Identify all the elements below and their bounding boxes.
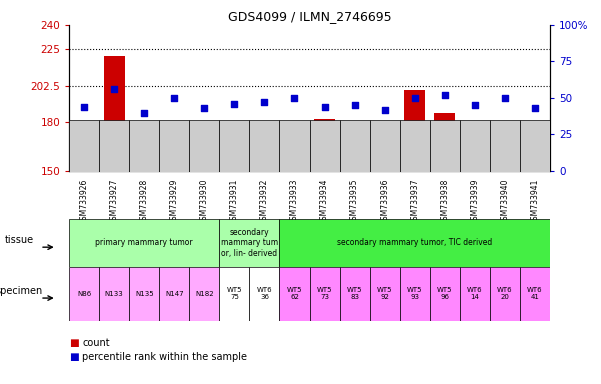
Bar [159, 267, 189, 321]
Point [139, 109, 149, 116]
Point [410, 95, 419, 101]
Point [260, 99, 269, 105]
Bar [520, 121, 550, 172]
Bar [99, 121, 129, 172]
Bar [430, 267, 460, 321]
Text: WT5
92: WT5 92 [377, 287, 392, 300]
Bar [219, 219, 279, 267]
Text: primary mammary tumor: primary mammary tumor [96, 238, 193, 247]
Bar [460, 267, 490, 321]
Text: WT6
14: WT6 14 [467, 287, 483, 300]
Bar [314, 119, 335, 171]
Text: WT5
73: WT5 73 [317, 287, 332, 300]
Text: specimen: specimen [0, 286, 43, 296]
Bar [490, 121, 520, 172]
Bar [340, 121, 370, 172]
Text: WT5
62: WT5 62 [287, 287, 302, 300]
Point [109, 86, 119, 92]
Point [169, 95, 179, 101]
Bar [254, 139, 275, 171]
Text: N147: N147 [165, 291, 183, 297]
Text: tissue: tissue [5, 235, 34, 245]
Bar [374, 150, 395, 171]
Bar [194, 150, 215, 171]
Bar [224, 134, 245, 171]
Point [530, 105, 540, 111]
Bar [104, 56, 125, 171]
Text: N86: N86 [77, 291, 91, 297]
Bar [189, 267, 219, 321]
Point [470, 102, 480, 108]
Text: WT5
93: WT5 93 [407, 287, 423, 300]
Bar [490, 267, 520, 321]
Point [380, 106, 389, 113]
Bar [370, 267, 400, 321]
Text: secondary
mammary tum
or, lin- derived: secondary mammary tum or, lin- derived [221, 228, 278, 258]
Bar [340, 267, 370, 321]
Point [440, 92, 450, 98]
Bar [134, 159, 155, 171]
Text: WT6
41: WT6 41 [527, 287, 543, 300]
Bar [69, 121, 99, 172]
Bar [495, 121, 516, 171]
Text: WT5
83: WT5 83 [347, 287, 362, 300]
Bar [310, 121, 340, 172]
Bar [400, 267, 430, 321]
Bar [129, 121, 159, 172]
Bar [400, 121, 430, 172]
Bar [159, 121, 189, 172]
Text: WT6
20: WT6 20 [497, 287, 513, 300]
Bar [279, 267, 310, 321]
Bar [310, 267, 340, 321]
Bar [460, 121, 490, 172]
Text: WT5
75: WT5 75 [227, 287, 242, 300]
Text: ■: ■ [69, 352, 79, 362]
Text: secondary mammary tumor, TIC derived: secondary mammary tumor, TIC derived [337, 238, 492, 247]
Bar [525, 150, 546, 171]
Point [79, 104, 89, 110]
Bar [279, 121, 310, 172]
Text: N135: N135 [135, 291, 153, 297]
Bar [520, 267, 550, 321]
Bar [219, 121, 249, 172]
Bar [129, 267, 159, 321]
Bar [219, 267, 249, 321]
Bar [164, 121, 185, 171]
Bar [69, 219, 219, 267]
Bar [404, 90, 426, 171]
Bar [189, 121, 219, 172]
Text: ■: ■ [69, 338, 79, 348]
Text: WT5
96: WT5 96 [437, 287, 453, 300]
Bar [370, 121, 400, 172]
Bar [344, 135, 365, 171]
Point [320, 104, 329, 110]
Bar [249, 267, 279, 321]
Text: percentile rank within the sample: percentile rank within the sample [82, 352, 248, 362]
Text: count: count [82, 338, 110, 348]
Text: WT6
36: WT6 36 [257, 287, 272, 300]
Text: N133: N133 [105, 291, 124, 297]
Point [290, 95, 299, 101]
Bar [249, 121, 279, 172]
Bar [430, 121, 460, 172]
Bar [99, 267, 129, 321]
Text: GDS4099 / ILMN_2746695: GDS4099 / ILMN_2746695 [228, 10, 391, 23]
Point [350, 102, 359, 108]
Point [230, 101, 239, 107]
Bar [435, 113, 456, 171]
Bar [465, 139, 486, 171]
Text: N182: N182 [195, 291, 213, 297]
Point [500, 95, 510, 101]
Bar [279, 219, 550, 267]
Bar [69, 267, 99, 321]
Bar [74, 135, 95, 171]
Point [200, 105, 209, 111]
Bar [284, 129, 305, 171]
